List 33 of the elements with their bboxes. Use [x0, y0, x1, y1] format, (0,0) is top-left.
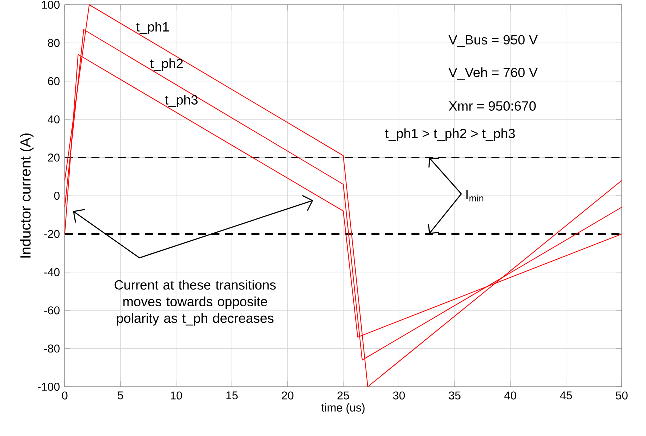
x-tick-label: 50	[616, 392, 628, 400]
y-tick-label: -80	[44, 344, 60, 353]
x-tick-label: 5	[118, 392, 124, 400]
annotation: t_ph1 > t_ph2 > t_ph3	[385, 128, 516, 142]
y-tick-label: 20	[48, 154, 60, 162]
y-tick-label: -20	[44, 230, 60, 238]
x-tick-label: 25	[338, 392, 350, 400]
x-axis-title: time (us)	[322, 404, 365, 414]
x-tick-label: 0	[62, 392, 68, 400]
x-tick-label: 35	[449, 392, 461, 400]
y-axis-title: Inductor current (A)	[20, 134, 34, 258]
annotation: Current at these transitions moves towards opposite polarity as t_ph decreases	[114, 280, 276, 326]
y-tick-label: 100	[42, 0, 60, 10]
annotation: I$_{min}$	[466, 190, 484, 202]
x-tick-label: 20	[282, 392, 294, 400]
x-tick-label: 30	[393, 392, 406, 400]
x-tick-label: 10	[170, 392, 182, 400]
series-label: t_ph2	[150, 58, 184, 72]
x-tick-label: 15	[226, 392, 238, 400]
x-tick-label: 40	[504, 392, 516, 400]
y-tick-label: 40	[48, 116, 60, 124]
y-tick-label: -60	[44, 306, 60, 315]
annotation: V_Bus = 950 V	[448, 35, 538, 48]
x-tick-label: 45	[560, 392, 572, 400]
series-label: t_ph1	[136, 22, 170, 34]
series-label: t_ph3	[165, 95, 198, 108]
y-tick-label: 0	[54, 192, 60, 200]
y-tick-label: -40	[44, 268, 60, 276]
y-tick-label: 80	[48, 39, 60, 48]
annotation: Xmr = 950:670	[448, 102, 536, 111]
y-tick-label: 60	[48, 77, 60, 86]
y-tick-label: -100	[38, 383, 60, 392]
annotation: V_Veh = 760 V	[448, 68, 538, 80]
